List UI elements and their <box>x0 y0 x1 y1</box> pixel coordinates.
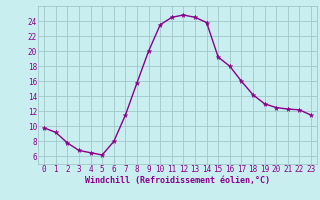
X-axis label: Windchill (Refroidissement éolien,°C): Windchill (Refroidissement éolien,°C) <box>85 176 270 185</box>
